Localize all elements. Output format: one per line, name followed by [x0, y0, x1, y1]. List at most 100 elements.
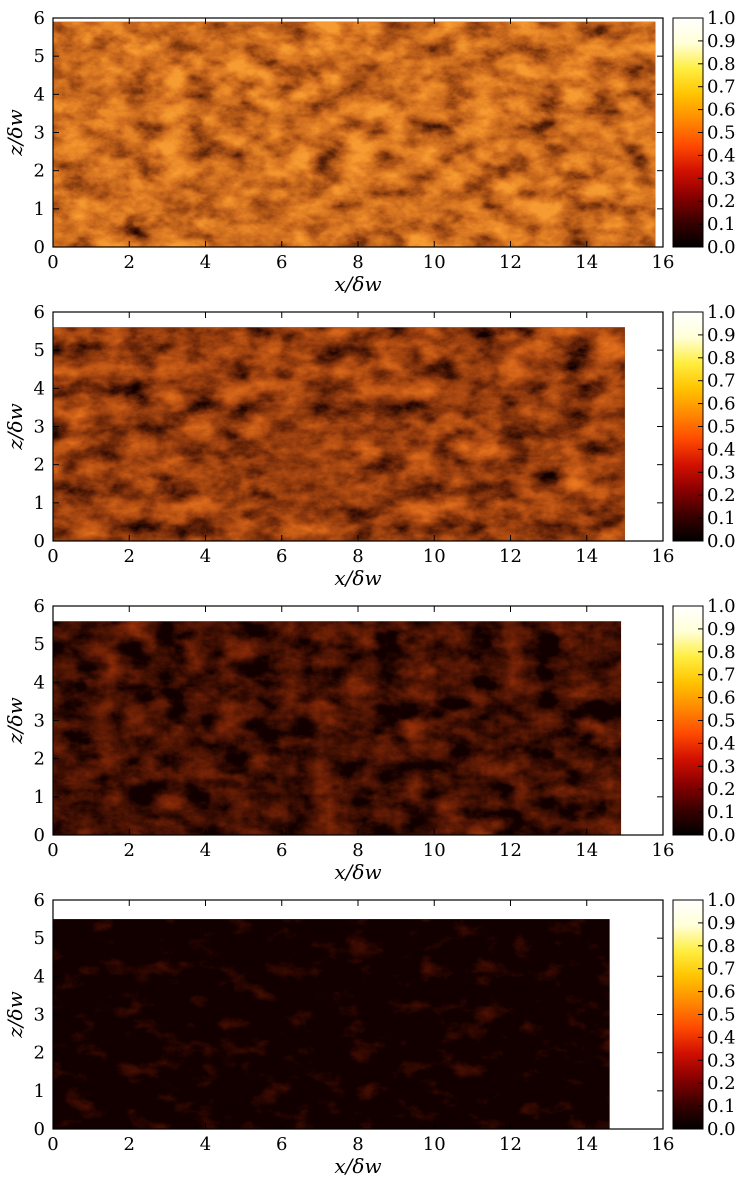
x-tick-label: 0: [47, 840, 58, 861]
colorbar-tick-label: 0.4: [707, 439, 736, 460]
colorbar-tick-label: 0.9: [707, 619, 736, 640]
colorbar-tick-label: 0.5: [707, 711, 736, 732]
y-tick-label: 1: [34, 787, 45, 808]
colorbar-tick-label: 0.5: [707, 123, 736, 144]
y-tick-label: 0: [34, 1119, 45, 1140]
y-tick-label: 3: [34, 123, 45, 144]
colorbar-tick-label: 0.9: [707, 913, 736, 934]
x-tick-label: 14: [575, 252, 598, 273]
colorbar-tick-label: 0.4: [707, 145, 736, 166]
colorbar-tick-label: 0.2: [707, 1073, 736, 1094]
y-axis-label: z/δw: [3, 403, 27, 450]
y-tick-label: 3: [34, 711, 45, 732]
x-tick-label: 12: [499, 840, 522, 861]
x-tick-label: 14: [575, 1134, 598, 1155]
y-tick-label: 5: [34, 46, 45, 67]
x-tick-label: 12: [499, 546, 522, 567]
x-tick-label: 16: [652, 840, 675, 861]
colorbar-tick-label: 0.9: [707, 325, 736, 346]
y-tick-label: 1: [34, 199, 45, 220]
y-tick-label: 2: [34, 1043, 45, 1064]
colorbar-tick-label: 0.3: [707, 756, 736, 777]
y-tick-label: 2: [34, 161, 45, 182]
heatmap-field: [53, 327, 625, 541]
y-tick-label: 4: [34, 378, 45, 399]
y-tick-label: 2: [34, 749, 45, 770]
colorbar-tick-label: 0.8: [707, 348, 736, 369]
y-tick-label: 4: [34, 84, 45, 105]
heatmap-layer-peak: [53, 621, 622, 835]
panel-2: 0 2 4 6 8 10 12 14 160123456x/δwz/δw0.00.10.20.3…: [3, 302, 736, 590]
heatmap-field: [53, 621, 622, 835]
x-tick-label: 4: [200, 546, 211, 567]
x-tick-label: 0: [47, 546, 58, 567]
x-tick-label: 2: [124, 840, 135, 861]
y-tick-label: 6: [34, 890, 45, 911]
y-tick-label: 6: [34, 302, 45, 323]
x-tick-label: 10: [423, 546, 446, 567]
x-tick-label: 2: [124, 1134, 135, 1155]
x-tick-label: 14: [575, 546, 598, 567]
colorbar-tick-label: 0.4: [707, 733, 736, 754]
x-tick-label: 6: [276, 840, 287, 861]
colorbar-tick-label: 1.0: [707, 890, 736, 911]
colorbar: 0.00.10.20.30.40.50.60.70.80.91.0: [672, 8, 736, 258]
y-tick-label: 5: [34, 928, 45, 949]
panel-3: 0 2 4 6 8 10 12 14 160123456x/δwz/δw0.00.10.20.3…: [3, 596, 736, 884]
colorbar-tick-label: 0.0: [707, 825, 736, 846]
colorbar-tick-label: 0.9: [707, 31, 736, 52]
x-tick-label: 10: [423, 252, 446, 273]
colorbar-tick-label: 0.7: [707, 371, 736, 392]
colorbar-tick-label: 1.0: [707, 302, 736, 323]
panel-4: 0 2 4 6 8 10 12 14 160123456x/δwz/δw0.00.10.20.3…: [3, 890, 736, 1178]
colorbar-tick-label: 0.2: [707, 485, 736, 506]
colorbar-tick-label: 1.0: [707, 596, 736, 617]
y-tick-label: 0: [34, 825, 45, 846]
colorbar-tick-label: 0.1: [707, 508, 736, 529]
heatmap-layer-peak: [53, 21, 656, 247]
colorbar-tick-label: 0.7: [707, 665, 736, 686]
y-tick-label: 3: [34, 417, 45, 438]
x-tick-label: 12: [499, 1134, 522, 1155]
colorbar-tick-label: 0.0: [707, 531, 736, 552]
x-tick-label: 2: [124, 252, 135, 273]
colorbar: 0.00.10.20.30.40.50.60.70.80.91.0: [672, 302, 736, 552]
x-axis-label: x/δw: [334, 566, 381, 590]
colorbar-tick-label: 0.1: [707, 214, 736, 235]
x-tick-label: 10: [423, 1134, 446, 1155]
y-tick-label: 1: [34, 493, 45, 514]
y-tick-label: 5: [34, 340, 45, 361]
colorbar-tick-label: 0.3: [707, 462, 736, 483]
colorbar-tick-label: 0.6: [707, 982, 736, 1003]
colorbar-tick-label: 0.5: [707, 1005, 736, 1026]
x-tick-label: 8: [352, 252, 363, 273]
x-tick-label: 8: [352, 1134, 363, 1155]
y-tick-label: 6: [34, 596, 45, 617]
colorbar-tick-label: 0.8: [707, 936, 736, 957]
colorbar-tick-label: 0.6: [707, 100, 736, 121]
y-tick-label: 6: [34, 8, 45, 29]
x-axis-label: x/δw: [334, 1154, 381, 1178]
colorbar: 0.00.10.20.30.40.50.60.70.80.91.0: [672, 890, 736, 1140]
colorbar-tick-label: 0.1: [707, 802, 736, 823]
colorbar-tick-label: 0.6: [707, 394, 736, 415]
x-tick-label: 16: [652, 546, 675, 567]
colorbar-tick-label: 0.1: [707, 1096, 736, 1117]
x-tick-label: 4: [200, 1134, 211, 1155]
x-tick-label: 6: [276, 1134, 287, 1155]
y-tick-label: 0: [34, 531, 45, 552]
x-tick-label: 12: [499, 252, 522, 273]
colorbar-tick-label: 0.7: [707, 77, 736, 98]
colorbar-tick-label: 1.0: [707, 8, 736, 29]
y-tick-label: 2: [34, 455, 45, 476]
colorbar-tick-label: 0.0: [707, 1119, 736, 1140]
x-tick-label: 4: [200, 252, 211, 273]
x-tick-label: 10: [423, 840, 446, 861]
x-tick-label: 16: [652, 1134, 675, 1155]
y-axis-label: z/δw: [3, 697, 27, 744]
x-tick-label: 0: [47, 1134, 58, 1155]
heatmap-layer-peak: [53, 327, 625, 541]
colorbar-tick-label: 0.3: [707, 168, 736, 189]
x-tick-label: 14: [575, 840, 598, 861]
